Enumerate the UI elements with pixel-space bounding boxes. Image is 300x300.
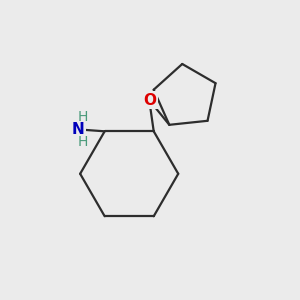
Text: N: N: [71, 122, 84, 137]
Text: H: H: [78, 135, 88, 149]
Text: O: O: [143, 93, 156, 108]
Text: H: H: [78, 110, 88, 124]
